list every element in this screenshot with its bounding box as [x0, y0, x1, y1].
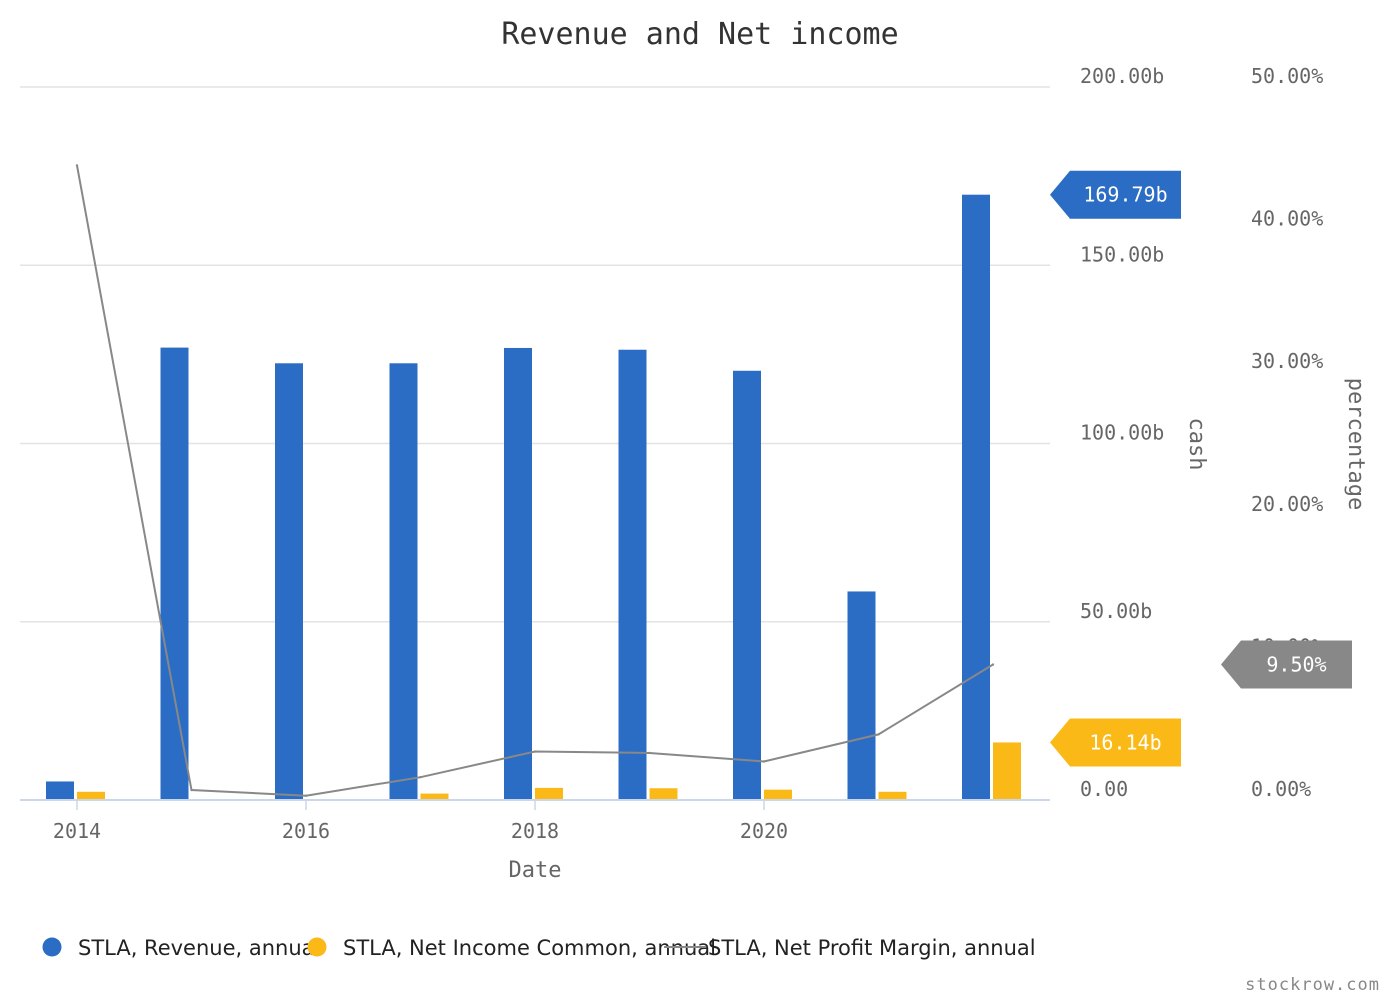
- bar-revenue-2017: [389, 363, 418, 800]
- point-net-profit-margin-2015: [190, 788, 193, 792]
- y-right-tick-label-4: 40.00%: [1251, 207, 1323, 231]
- x-axis: 2014 2016 2018 2020 Date: [20, 799, 1050, 883]
- x-tick-label-2020: 2020: [740, 819, 788, 843]
- y-right-tick-label-3: 30.00%: [1251, 349, 1323, 373]
- y-right-tick-label-2: 20.00%: [1251, 492, 1323, 516]
- gridlines: [20, 86, 1050, 623]
- legend-marker-1: [307, 937, 327, 957]
- y-left-tick-label-4: 200.00b: [1080, 64, 1164, 88]
- y-left-axis-title: cash: [1184, 418, 1209, 471]
- bar-revenue-2022: [962, 194, 990, 800]
- legend-label-1: STLA, Net Income Common, annual: [343, 936, 716, 960]
- y-right-tick-label-5: 50.00%: [1251, 64, 1323, 88]
- x-tick-label-2014: 2014: [53, 819, 101, 843]
- bar-revenue-2015: [160, 347, 189, 800]
- value-flag-2: [1221, 640, 1352, 689]
- y-axis-right: 0.00%10.00%20.00%30.00%40.00%50.00%perce…: [1251, 64, 1368, 801]
- value-flag-label-0: 169.79b: [1083, 183, 1167, 207]
- point-net-profit-margin-2018: [533, 750, 537, 753]
- legend-label-2: STLA, Net Profit Margin, annual: [708, 936, 1036, 960]
- x-tick-label-2018: 2018: [511, 819, 559, 843]
- y-left-tick-label-2: 100.00b: [1080, 421, 1164, 445]
- bar-revenue-2019: [618, 349, 647, 800]
- line-layer: [75, 164, 995, 797]
- bar-net-income-2020: [764, 789, 792, 800]
- bar-revenue-2016: [275, 363, 303, 800]
- bar-net-income-2019: [649, 788, 678, 800]
- point-net-profit-margin-2014: [75, 164, 79, 167]
- chart-title: Revenue and Net income: [501, 17, 898, 52]
- bar-net-income-2014: [77, 791, 105, 800]
- bar-revenue-2018: [504, 347, 532, 800]
- point-net-profit-margin-2022: [991, 663, 995, 666]
- point-net-profit-margin-2017: [419, 775, 422, 779]
- watermark: stockrow.com: [1245, 975, 1380, 995]
- bar-revenue-2014: [46, 781, 74, 800]
- value-flags: 169.79b 16.14b 9.50%: [1050, 170, 1352, 767]
- x-tick-label-2016: 2016: [282, 819, 330, 843]
- point-net-profit-margin-2016: [304, 794, 308, 797]
- legend-marker-0: [42, 937, 62, 957]
- y-right-axis-title: percentage: [1343, 378, 1368, 510]
- bar-layer: [46, 194, 1021, 800]
- value-flag-0: [1050, 170, 1181, 219]
- bar-net-income-2018: [535, 787, 563, 800]
- bar-net-income-2017: [420, 793, 449, 800]
- y-right-tick-label-0: 0.00%: [1251, 777, 1311, 801]
- legend-label-0: STLA, Revenue, annual: [78, 936, 320, 960]
- bar-revenue-2020: [733, 370, 761, 800]
- value-flag-1: [1050, 718, 1181, 767]
- y-left-tick-label-3: 150.00b: [1080, 242, 1164, 266]
- y-left-tick-label-0: 0.00: [1080, 777, 1128, 801]
- y-left-tick-label-1: 50.00b: [1080, 599, 1152, 623]
- bar-revenue-2021: [847, 591, 876, 800]
- bar-net-income-2022: [993, 742, 1021, 800]
- y-axis-left: 0.00 50.00b 100.00b 150.00b 200.00b cash: [1080, 64, 1209, 801]
- point-net-profit-margin-2020: [762, 760, 766, 763]
- legend[interactable]: STLA, Revenue, annual STLA, Net Income Co…: [42, 936, 1036, 960]
- value-flag-label-1: 16.14b: [1089, 730, 1161, 754]
- bar-net-income-2021: [878, 791, 907, 800]
- x-axis-title: Date: [509, 858, 562, 883]
- value-flag-label-2: 9.50%: [1266, 653, 1326, 677]
- point-net-profit-margin-2019: [648, 751, 651, 755]
- point-net-profit-margin-2021: [877, 733, 880, 736]
